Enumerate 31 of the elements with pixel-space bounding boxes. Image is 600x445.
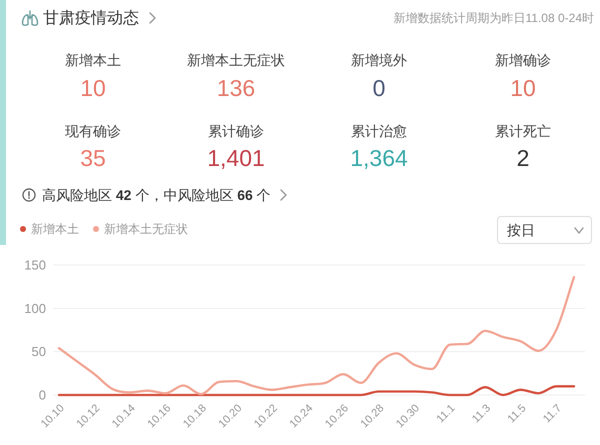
x-tick-label: 11.3 <box>470 402 494 426</box>
text: 10 <box>80 74 106 101</box>
text: 新增数据统计周期为昨日11.08 0-24时 <box>394 10 594 27</box>
text: 1,401 <box>207 144 265 171</box>
category-label: 累计死亡 <box>494 122 552 140</box>
category-label: 新增境外 <box>350 50 408 69</box>
text: 1,364 <box>350 144 408 171</box>
legend-label: 新增本土无症状 <box>104 221 188 237</box>
category-label: 新增确诊 <box>494 50 552 69</box>
category-label: 累计确诊 <box>207 122 265 140</box>
dropdown-select: 按日 <box>497 216 592 244</box>
line-series <box>58 385 576 396</box>
text: 高风险地区 42 个，中风险地区 66 个 <box>42 186 271 204</box>
text: 10 <box>510 74 536 101</box>
category-label: 累计治愈 <box>350 122 408 140</box>
legend-label: 新增本土 <box>31 221 79 237</box>
text: 136 <box>216 74 256 101</box>
category-label: 新增本土无症状 <box>186 50 286 69</box>
text: 35 <box>80 144 106 171</box>
category-label: 新增本土 <box>64 50 122 69</box>
line-series <box>58 276 576 396</box>
text: 0 <box>372 74 386 101</box>
category-label: 现有确诊 <box>64 122 122 140</box>
x-tick-label: 11.5 <box>506 402 529 426</box>
text: 2 <box>516 144 530 171</box>
x-tick-label: 11.1 <box>434 402 458 426</box>
text: 甘肃疫情动态 <box>43 8 139 29</box>
y-tick-label: 100 <box>24 300 46 316</box>
y-tick-label: 50 <box>32 344 46 360</box>
y-tick-label: 150 <box>24 258 46 272</box>
y-tick-label: 0 <box>38 388 46 402</box>
